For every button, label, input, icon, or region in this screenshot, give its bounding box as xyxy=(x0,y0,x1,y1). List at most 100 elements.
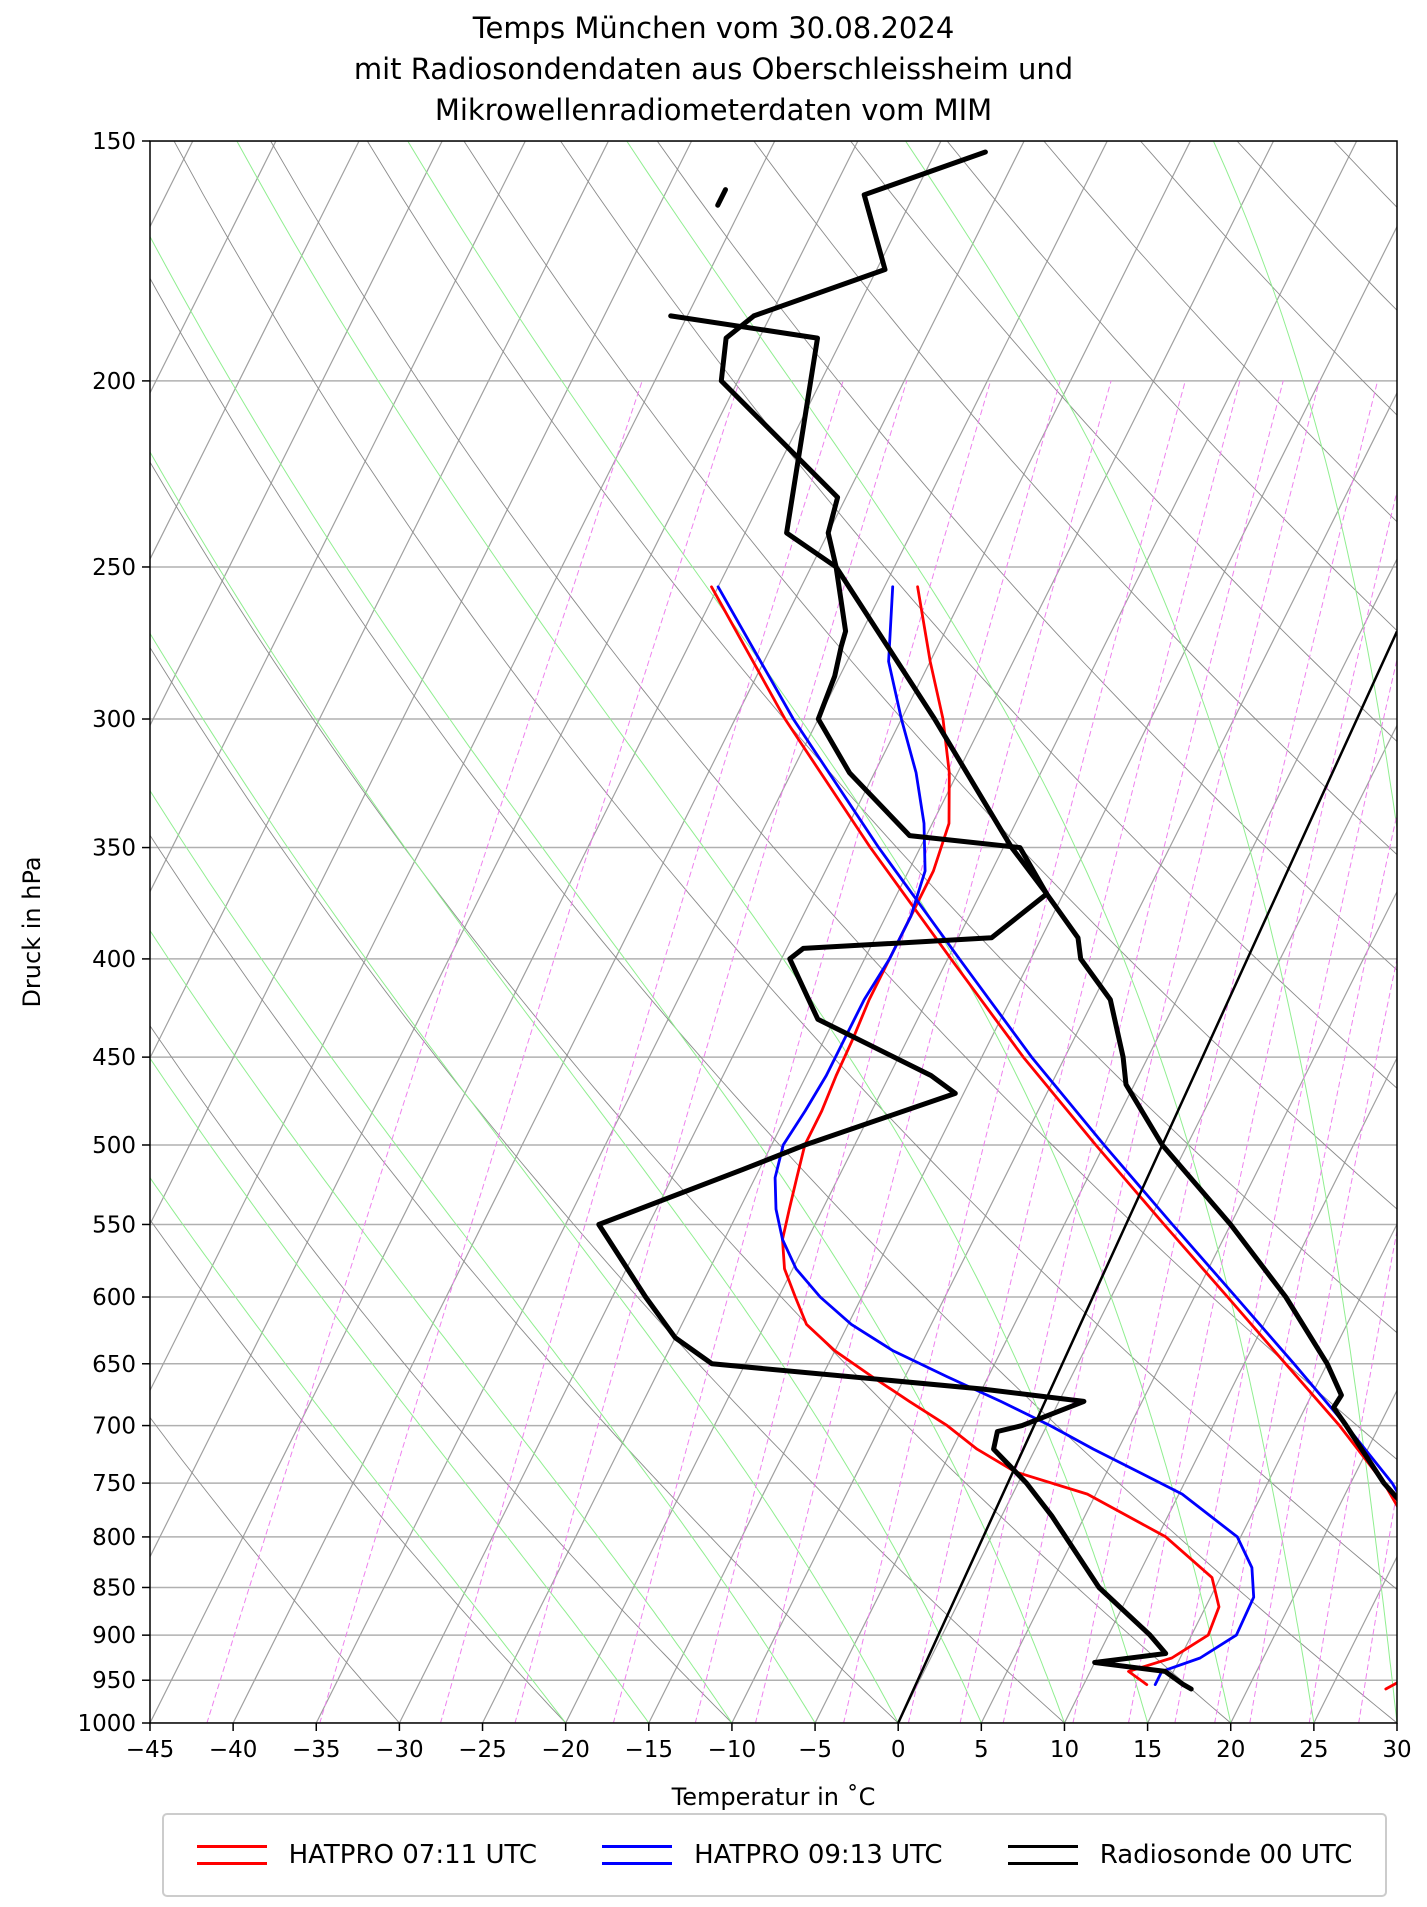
moist-adiabat xyxy=(150,929,733,1723)
reference-line xyxy=(897,630,1397,1723)
y-tick-label: 500 xyxy=(92,1133,136,1159)
y-axis-label: Druck in hPa xyxy=(18,856,46,1007)
x-tick-label: −30 xyxy=(375,1737,424,1763)
mixing-ratio-line xyxy=(1358,1488,1397,1723)
dry-adiabat xyxy=(270,141,1397,1461)
x-tick-label: 20 xyxy=(1216,1737,1245,1763)
x-tick-label: 25 xyxy=(1299,1737,1328,1763)
y-tick-label: 650 xyxy=(92,1352,136,1378)
dry-adiabat xyxy=(1043,141,1397,523)
x-axis-label: Temperatur in ˚C xyxy=(671,1783,876,1811)
dry-adiabat xyxy=(1236,141,1397,311)
y-tick-label: 550 xyxy=(92,1212,136,1238)
legend-item-hatpro-0913: HATPRO 09:13 UTC xyxy=(602,1840,943,1870)
dry-adiabat xyxy=(1333,141,1397,208)
isotherm-gridline xyxy=(150,141,526,894)
mixing-ratio-line xyxy=(1308,1228,1397,1723)
x-tick-label: −20 xyxy=(541,1737,590,1763)
y-tick-label: 750 xyxy=(92,1471,136,1497)
x-tick-label: −35 xyxy=(292,1737,341,1763)
y-tick-label: 600 xyxy=(92,1285,136,1311)
x-tick-label: −15 xyxy=(625,1737,674,1763)
mixing-ratio-line xyxy=(206,380,643,1723)
mixing-ratio-line xyxy=(1072,380,1379,1723)
mixing-ratio-line xyxy=(843,380,1186,1723)
series-line-4 xyxy=(596,313,1194,1692)
mixing-ratio-line xyxy=(319,380,740,1723)
isotherm-gridline xyxy=(1063,1056,1397,1723)
isotherm-gridline xyxy=(731,391,1397,1723)
legend-label: HATPRO 09:13 UTC xyxy=(694,1840,943,1870)
dry-adiabat xyxy=(150,277,1397,1723)
isotherm-gridline xyxy=(565,141,1358,1723)
mixing-ratio-line xyxy=(959,380,1284,1723)
moist-adiabat xyxy=(150,789,816,1723)
isotherm-gridline xyxy=(315,141,1108,1723)
isotherm-gridline xyxy=(398,141,1191,1723)
dry-adiabat xyxy=(150,646,1065,1723)
y-tick-label: 700 xyxy=(92,1414,136,1440)
legend-swatch-blue xyxy=(602,1841,673,1869)
dry-adiabat xyxy=(150,834,899,1723)
x-tick-label: −25 xyxy=(458,1737,507,1763)
y-tick-label: 950 xyxy=(92,1668,136,1694)
mixing-ratio-line xyxy=(1401,381,1427,1723)
isotherm-gridline xyxy=(150,141,693,1226)
x-tick-label: 5 xyxy=(974,1737,989,1763)
series-line-2 xyxy=(773,585,1256,1686)
y-tick-label: 900 xyxy=(92,1623,136,1649)
x-tick-label: 15 xyxy=(1133,1737,1162,1763)
moist-adiabat xyxy=(150,632,899,1723)
mixing-ratio-line xyxy=(1002,380,1320,1723)
y-tick-label: 850 xyxy=(92,1575,136,1601)
mixing-ratio-line xyxy=(612,380,992,1723)
moist-adiabat xyxy=(150,451,982,1723)
legend-label: HATPRO 07:11 UTC xyxy=(288,1840,537,1870)
moist-adiabat xyxy=(236,141,1149,1723)
series-layer xyxy=(596,149,1397,1723)
x-tick-label: 30 xyxy=(1382,1737,1411,1763)
grid-layer xyxy=(150,141,1427,1723)
y-tick-label: 200 xyxy=(92,369,136,395)
dry-adiabat xyxy=(753,141,1397,856)
tick-layer: −45 −40 −35 −30 −25 −20 −15 −10 −5 0 5 10 15 20 25 30 10… xyxy=(77,129,1411,1763)
mixing-ratio-line xyxy=(755,380,1112,1723)
y-tick-label: 800 xyxy=(92,1525,136,1551)
y-tick-label: 400 xyxy=(92,947,136,973)
isotherm-gridline xyxy=(150,141,360,561)
dry-adiabat xyxy=(850,141,1397,743)
isotherm-gridline xyxy=(150,141,776,1392)
y-tick-label: 300 xyxy=(92,707,136,733)
dry-adiabat xyxy=(173,141,1397,1591)
mixing-ratio-line xyxy=(1249,956,1397,1723)
isotherm-gridline xyxy=(1230,1389,1397,1723)
dry-adiabat xyxy=(366,141,1397,1334)
dry-adiabat xyxy=(150,461,1232,1723)
mixing-ratio-line xyxy=(440,380,844,1723)
moist-adiabat xyxy=(407,141,1232,1723)
isotherm-gridline xyxy=(232,141,1025,1723)
isotherm-gridline xyxy=(150,141,942,1723)
moist-adiabat xyxy=(150,235,1065,1723)
series-line-5 xyxy=(718,149,1397,1502)
mixing-ratio-line xyxy=(1128,489,1397,1723)
legend-item-radiosonde: Radiosonde 00 UTC xyxy=(1007,1840,1352,1870)
plot-frame xyxy=(149,140,1398,1724)
chart-title-line-1: Temps München vom 30.08.2024 xyxy=(472,11,955,45)
moist-adiabat xyxy=(150,1176,567,1723)
legend-swatch-red xyxy=(196,1841,267,1869)
dry-adiabat xyxy=(656,141,1397,971)
x-tick-label: −45 xyxy=(126,1737,175,1763)
x-tick-label: 0 xyxy=(891,1737,906,1763)
mixing-ratio-line xyxy=(694,380,1061,1723)
x-tick-label: −5 xyxy=(798,1737,832,1763)
legend-swatch-black xyxy=(1007,1841,1078,1869)
mixing-ratio-line xyxy=(1214,811,1397,1723)
y-tick-label: 1000 xyxy=(77,1711,136,1737)
isotherm-gridline xyxy=(150,141,859,1559)
y-tick-label: 250 xyxy=(92,555,136,581)
dry-adiabat xyxy=(560,141,1397,1089)
dry-adiabat xyxy=(150,1416,400,1723)
series-line-0 xyxy=(781,585,1221,1686)
